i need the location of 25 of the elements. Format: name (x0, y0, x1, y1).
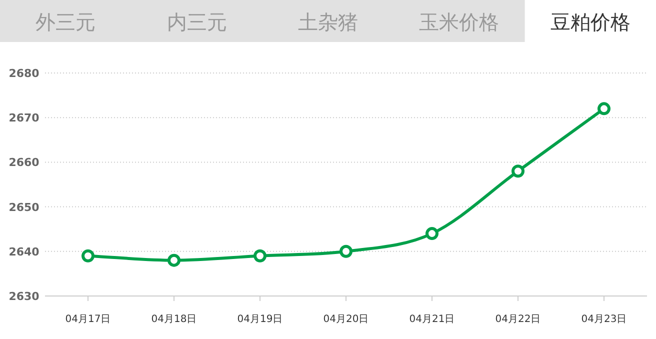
point (426, 227, 438, 240)
text: 玉米价格 (419, 10, 500, 34)
point (254, 249, 266, 262)
point (168, 254, 180, 267)
point (82, 249, 94, 262)
x-tick-label: 04月22日 (495, 314, 541, 325)
x-tick-label: 04月20日 (323, 314, 369, 325)
text: 土杂猪 (298, 10, 358, 34)
point (598, 102, 610, 116)
y-tick-label: 2670 (8, 112, 40, 125)
x-tick-label: 04月19日 (237, 314, 283, 325)
y-tick-label: 2630 (8, 290, 40, 303)
point (512, 164, 524, 178)
y-tick-label: 2640 (8, 245, 40, 258)
text: 内三元 (166, 10, 227, 34)
text: 外三元 (36, 10, 96, 34)
y-tick-label: 2660 (8, 156, 40, 170)
x-tick-label: 04月23日 (581, 314, 627, 325)
x-tick-label: 04月17日 (65, 314, 111, 325)
x-tick-label: 04月18日 (151, 314, 197, 325)
chart-title: 豆粕价格 (550, 10, 630, 34)
y-tick-label: 2650 (8, 200, 40, 214)
point (340, 244, 352, 258)
y-tick-label: 2680 (8, 67, 40, 80)
x-tick-label: 04月21日 (409, 314, 455, 325)
